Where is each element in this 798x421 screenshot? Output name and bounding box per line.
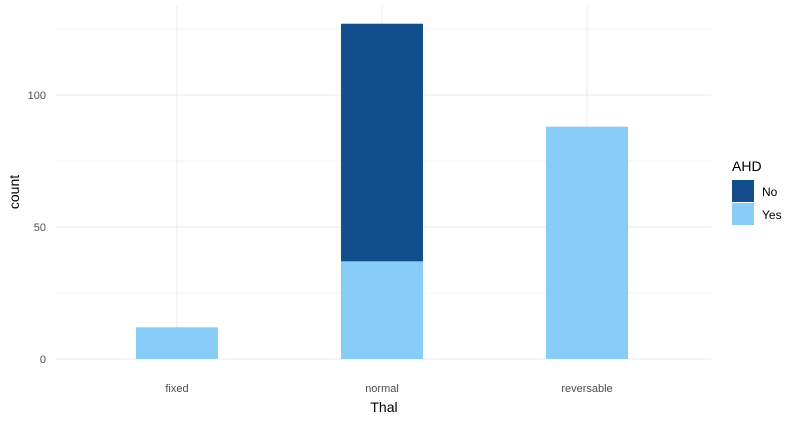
x-axis-title: Thal [370,399,397,415]
bar-normal-yes [341,261,423,359]
x-axis-ticks: fixed normal reversable [165,383,612,395]
legend-label-yes: Yes [762,208,782,222]
legend-label-no: No [762,185,778,199]
y-axis-title: count [6,175,22,209]
y-axis-ticks: 0 50 100 [28,90,46,366]
legend-title: AHD [732,158,762,174]
y-tick-label-50: 50 [34,222,46,234]
x-tick-label-fixed: fixed [165,383,188,395]
bar-reversable-yes [546,126,628,360]
x-tick-label-normal: normal [365,383,399,395]
bar-fixed-yes [136,327,218,359]
y-tick-label-100: 100 [28,90,46,102]
bars [136,23,628,360]
legend-swatch-no [732,180,754,202]
y-tick-label-0: 0 [40,354,46,366]
bar-normal-no [341,23,423,262]
legend: AHD No Yes [732,158,782,225]
legend-swatch-yes [732,203,754,225]
x-tick-label-reversable: reversable [561,383,612,395]
